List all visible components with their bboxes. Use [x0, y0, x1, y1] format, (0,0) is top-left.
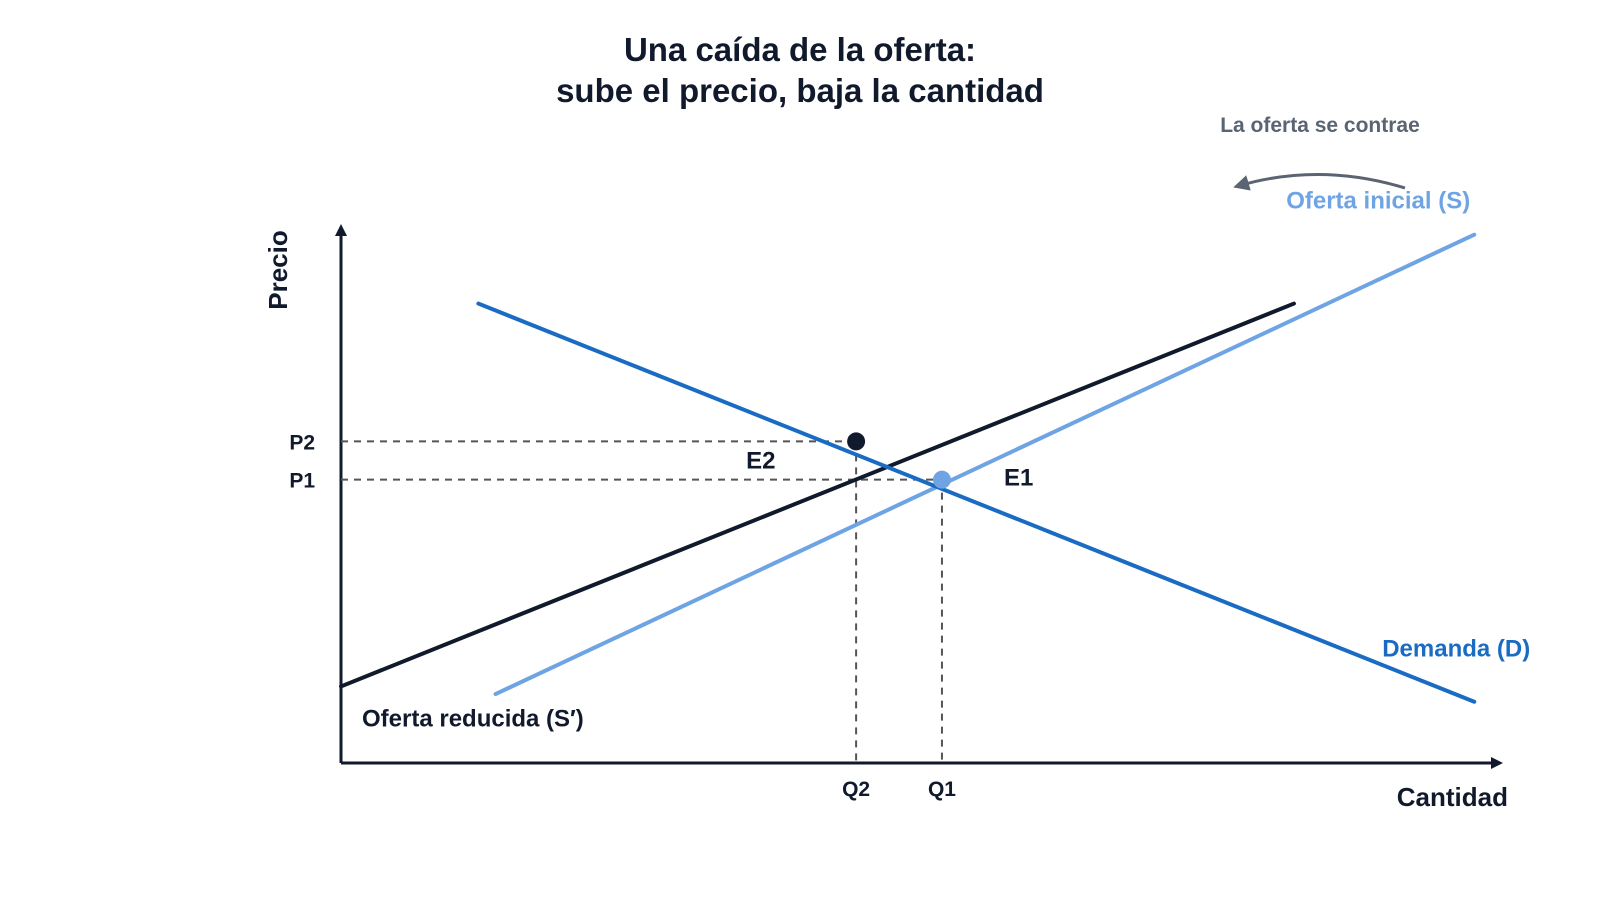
y-axis-title: Precio: [263, 230, 293, 310]
equilibrium-point-e1: [932, 470, 951, 489]
x-axis-title: Cantidad: [1397, 782, 1508, 812]
series-label-demand: Demanda (D): [1382, 636, 1530, 663]
supply-initial-line: [493, 232, 1477, 697]
guide-lines: [341, 440, 943, 763]
annotation-text: La oferta se contrae: [1220, 114, 1420, 137]
series-label-supply-reduced: Oferta reducida (S′): [362, 705, 584, 732]
series-layer: [339, 232, 1477, 704]
equilibrium-points: [847, 432, 951, 489]
equilibrium-point-e2: [847, 432, 866, 451]
point-label-e1: E1: [1004, 465, 1033, 492]
arrow-left-icon: [1233, 173, 1406, 191]
tick-label-q1: Q1: [928, 778, 956, 801]
chart-title-line-1: Una caída de la oferta:: [624, 31, 976, 68]
point-label-e2: E2: [746, 447, 775, 474]
tick-label-p1: P1: [289, 470, 315, 493]
supply-reduced-line: [339, 301, 1296, 689]
tick-label-q2: Q2: [842, 778, 870, 801]
chart-title-line-2: sube el precio, baja la cantidad: [556, 72, 1044, 109]
series-label-supply-initial: Oferta inicial (S): [1286, 188, 1470, 215]
tick-label-p2: P2: [289, 431, 315, 454]
demand-line: [476, 301, 1477, 704]
chart-labels: Q2 Q1 P2 P1 E2 E1 Oferta inicial (S) Oferta red…: [289, 188, 1530, 801]
